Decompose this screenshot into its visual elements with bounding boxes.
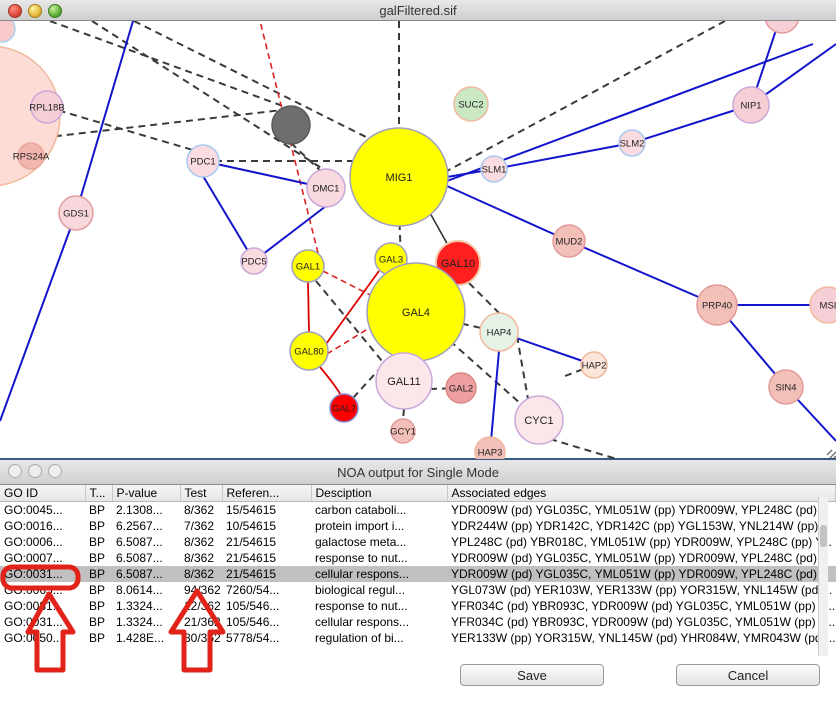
- svg-text:GDS1: GDS1: [63, 208, 89, 219]
- svg-text:SLM1: SLM1: [482, 164, 507, 175]
- svg-text:GAL4: GAL4: [402, 307, 430, 319]
- svg-text:HAP3: HAP3: [478, 447, 503, 458]
- svg-text:PDC5: PDC5: [241, 256, 266, 267]
- svg-text:GAL7: GAL7: [332, 403, 356, 414]
- svg-text:MSI: MSI: [820, 300, 836, 311]
- svg-text:GAL3: GAL3: [379, 254, 403, 265]
- svg-text:GAL2: GAL2: [449, 383, 473, 394]
- svg-text:GAL10: GAL10: [441, 258, 475, 270]
- svg-text:PRP40: PRP40: [702, 300, 732, 311]
- svg-text:DMC1: DMC1: [313, 183, 340, 194]
- svg-text:SIN4: SIN4: [775, 382, 796, 393]
- svg-text:SLM2: SLM2: [620, 138, 645, 149]
- svg-text:SUC2: SUC2: [458, 99, 483, 110]
- svg-text:GAL80: GAL80: [294, 346, 324, 357]
- svg-text:GCY1: GCY1: [390, 426, 416, 437]
- svg-text:NIP1: NIP1: [740, 100, 761, 111]
- svg-text:HAP2: HAP2: [582, 360, 607, 371]
- svg-text:CYC1: CYC1: [524, 415, 553, 427]
- svg-text:MUD2: MUD2: [556, 236, 583, 247]
- svg-text:HAP4: HAP4: [487, 327, 512, 338]
- svg-text:RPS24A: RPS24A: [13, 151, 50, 162]
- svg-text:GAL11: GAL11: [387, 376, 420, 388]
- svg-text:PDC1: PDC1: [190, 156, 215, 167]
- svg-text:MIG1: MIG1: [386, 172, 413, 184]
- svg-text:RPL18B: RPL18B: [29, 102, 64, 113]
- svg-text:GAL1: GAL1: [296, 261, 320, 272]
